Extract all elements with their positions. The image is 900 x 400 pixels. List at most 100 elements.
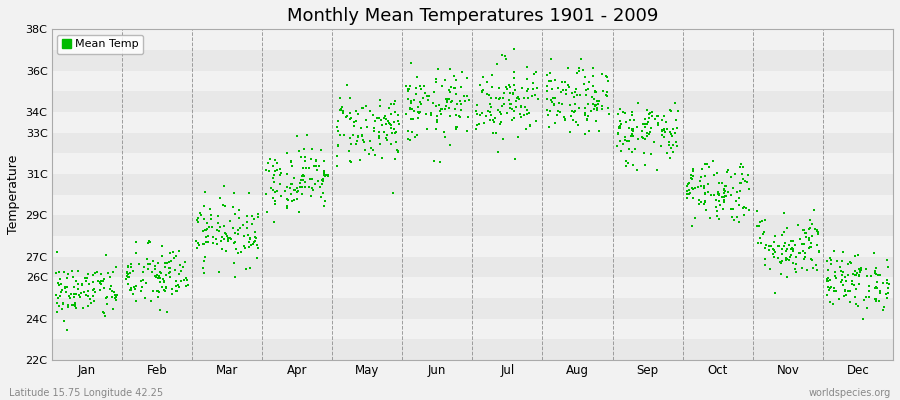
Bar	[51, 194, 893, 215]
Point	[568, 100, 582, 107]
Point	[669, 130, 683, 136]
Point	[460, 93, 474, 99]
Point	[820, 292, 834, 298]
Point	[444, 66, 458, 72]
Point	[519, 126, 534, 132]
Point	[121, 281, 135, 287]
Point	[805, 256, 819, 263]
Point	[211, 213, 225, 220]
Point	[819, 258, 833, 264]
Point	[420, 93, 435, 100]
Point	[297, 172, 311, 179]
Point	[614, 148, 628, 154]
Point	[613, 106, 627, 112]
Point	[803, 217, 817, 224]
Point	[108, 292, 122, 299]
Bar	[51, 71, 893, 91]
Point	[580, 117, 595, 123]
Point	[405, 128, 419, 135]
Point	[228, 230, 242, 236]
Point	[228, 274, 242, 280]
Point	[373, 103, 387, 109]
Point	[155, 284, 169, 290]
Point	[320, 172, 335, 178]
Point	[771, 255, 786, 261]
Point	[449, 124, 464, 130]
Point	[669, 116, 683, 123]
Point	[283, 184, 297, 191]
Point	[797, 230, 812, 236]
Point	[298, 179, 312, 186]
Point	[682, 191, 697, 197]
Point	[58, 285, 72, 291]
Point	[391, 149, 405, 155]
Point	[433, 158, 447, 165]
Point	[344, 159, 358, 165]
Point	[411, 109, 426, 116]
Bar	[51, 29, 893, 50]
Point	[378, 116, 392, 122]
Point	[386, 190, 400, 196]
Point	[100, 294, 114, 300]
Point	[721, 189, 735, 195]
Point	[190, 217, 204, 224]
Point	[348, 118, 363, 124]
Point	[781, 242, 796, 248]
Point	[637, 121, 652, 127]
Point	[433, 108, 447, 114]
Point	[336, 109, 350, 116]
Point	[367, 127, 382, 134]
Point	[144, 298, 158, 304]
Point	[83, 296, 97, 302]
Point	[860, 294, 874, 300]
Point	[600, 74, 615, 80]
Point	[785, 245, 799, 252]
Point	[52, 276, 67, 283]
Point	[400, 88, 415, 94]
Point	[766, 246, 780, 252]
Point	[330, 142, 345, 148]
Point	[211, 220, 225, 226]
Point	[507, 69, 521, 76]
Point	[827, 288, 842, 294]
Point	[580, 115, 594, 122]
Point	[482, 92, 497, 99]
Point	[434, 111, 448, 118]
Point	[627, 146, 642, 152]
Point	[491, 85, 506, 91]
Point	[758, 216, 772, 223]
Point	[695, 166, 709, 172]
Point	[805, 232, 819, 239]
Point	[870, 279, 885, 286]
Point	[279, 171, 293, 177]
Point	[145, 269, 159, 275]
Point	[368, 118, 382, 124]
Point	[518, 104, 532, 110]
Point	[80, 274, 94, 281]
Point	[553, 109, 567, 116]
Point	[383, 141, 398, 147]
Point	[585, 65, 599, 72]
Point	[202, 224, 216, 230]
Point	[867, 250, 881, 256]
Point	[365, 147, 380, 154]
Point	[588, 102, 602, 109]
Point	[356, 138, 371, 145]
Point	[86, 279, 100, 286]
Point	[612, 125, 626, 131]
Point	[340, 82, 355, 88]
Point	[57, 318, 71, 324]
Point	[350, 137, 365, 144]
Point	[99, 294, 113, 301]
Point	[367, 125, 382, 132]
Point	[198, 188, 212, 195]
Point	[212, 269, 227, 276]
Point	[290, 185, 304, 191]
Point	[372, 135, 386, 141]
Point	[313, 194, 328, 200]
Point	[739, 205, 753, 212]
Point	[694, 199, 708, 206]
Point	[515, 85, 529, 92]
Point	[104, 294, 119, 300]
Point	[389, 128, 403, 135]
